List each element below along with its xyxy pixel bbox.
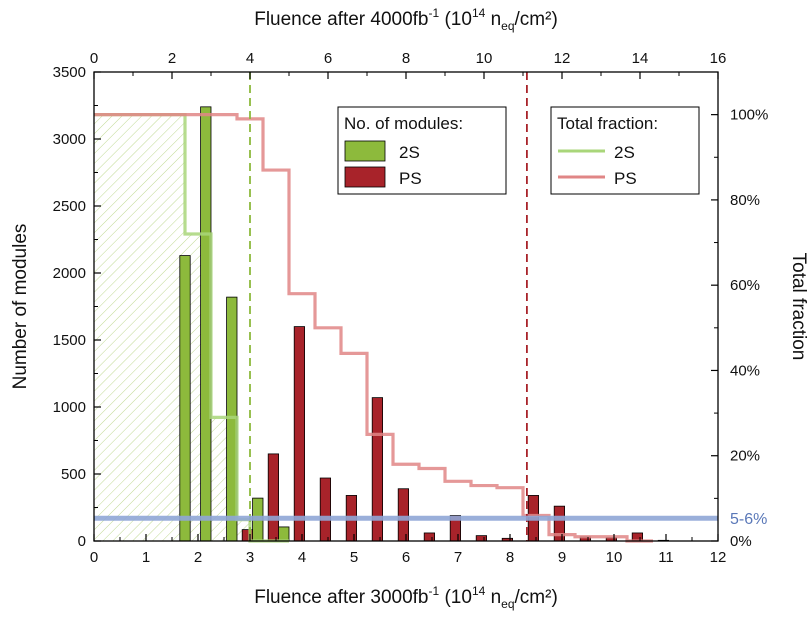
legend-fraction-2s-label: 2S: [614, 143, 635, 162]
x-bottom-axis-title: Fluence after 3000fb-1 (1014 neq/cm²): [254, 584, 558, 611]
legend-fraction-title: Total fraction:: [557, 114, 658, 133]
legend-modules-ps-label: PS: [399, 169, 422, 188]
x-top-tick-label: 2: [168, 50, 176, 67]
legend-fraction-ps-label: PS: [614, 169, 637, 188]
bar-ps-6: [397, 488, 410, 542]
x-top-tick-label: 4: [246, 50, 254, 67]
y-right-axis-title: Total fraction: [788, 253, 809, 361]
x-bottom-tick-label: 9: [558, 549, 566, 566]
y-left-tick-label: 2000: [53, 265, 86, 282]
x-bottom-tick-label: 6: [402, 549, 410, 566]
2s-hatch-fill: [94, 114, 289, 542]
x-bottom-tick-label: 10: [606, 549, 623, 566]
x-top-tick-label: 10: [476, 50, 493, 67]
y-right-tick-label: 80%: [730, 192, 760, 209]
x-bottom-tick-label: 0: [90, 549, 98, 566]
y-left-tick-label: 1500: [53, 332, 86, 349]
x-bottom-tick-label: 11: [658, 549, 674, 566]
legend-2s-swatch: [344, 140, 386, 162]
bar-ps-9: [475, 535, 488, 542]
x-bottom-tick-label: 3: [246, 549, 254, 566]
y-left-tick-label: 2500: [53, 198, 86, 215]
ticks-group: 0 1 2 3 4 5 6 7 8 9 10 11 120 2 4 6 8 10 12 14 1605001000150…: [53, 50, 769, 566]
horizontal-band-group: 5-6%: [94, 511, 767, 528]
2s-hatched-area: [94, 114, 289, 542]
x-top-tick-label: 6: [324, 50, 332, 67]
legend-modules-2s-label: 2S: [399, 143, 420, 162]
y-left-tick-label: 3500: [53, 64, 86, 81]
y-right-tick-label: 20%: [730, 448, 760, 465]
y-right-tick-label: 40%: [730, 362, 760, 379]
x-bottom-tick-label: 4: [298, 549, 306, 566]
vertical-markers: [249, 72, 528, 541]
y-right-tick-label: 0%: [730, 533, 752, 550]
bar-ps-2: [293, 326, 306, 542]
bar-2s-4: [278, 526, 290, 542]
bar-ps-1: [267, 453, 280, 542]
x-top-tick-label: 14: [632, 50, 649, 67]
x-bottom-tick-label: 5: [350, 549, 358, 566]
x-bottom-tick-label: 1: [142, 549, 150, 566]
x-top-tick-label: 0: [90, 50, 98, 67]
legend-ps-swatch: [344, 166, 386, 188]
y-left-tick-label: 0: [78, 533, 86, 550]
x-bottom-tick-label: 7: [454, 549, 462, 566]
horizontal-band-label: 5-6%: [730, 511, 767, 528]
x-top-tick-label: 16: [710, 50, 727, 67]
bar-ps-3: [319, 477, 332, 542]
bar-2s-0: [179, 255, 191, 542]
legend-modules: No. of modules: 2S PS: [337, 106, 507, 195]
y-left-axis-title: Number of modules: [10, 224, 31, 390]
legend-modules-title: No. of modules:: [344, 114, 463, 133]
y-right-tick-label: 60%: [730, 277, 760, 294]
bar-ps-7: [423, 532, 436, 542]
legend-fraction: Total fraction: 2S PS: [550, 106, 700, 195]
fraction-line-ps: [94, 113, 653, 543]
y-right-tick-label: 100%: [730, 107, 768, 124]
y-left-tick-label: 3000: [53, 131, 86, 148]
x-top-tick-label: 12: [554, 50, 571, 67]
y-left-tick-label: 1000: [53, 399, 86, 416]
x-bottom-tick-label: 12: [710, 549, 727, 566]
x-top-axis-title: Fluence after 4000fb-1 (1014 neq/cm²): [254, 6, 558, 33]
x-bottom-tick-label: 2: [194, 549, 202, 566]
y-left-tick-label: 500: [61, 466, 86, 483]
x-bottom-tick-label: 8: [506, 549, 514, 566]
x-top-tick-label: 8: [402, 50, 410, 67]
